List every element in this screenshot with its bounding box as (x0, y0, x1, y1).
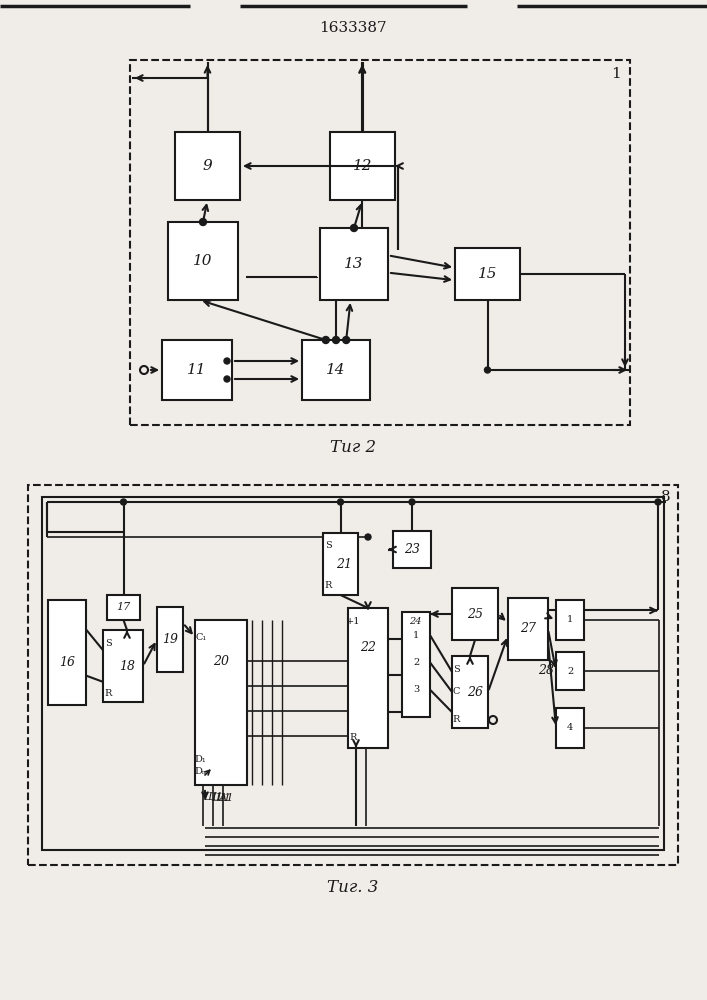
Text: 14: 14 (326, 363, 346, 377)
Circle shape (655, 499, 661, 505)
Bar (452, 656, 488, 728)
Text: 1633387: 1633387 (319, 21, 387, 35)
Text: S: S (452, 664, 460, 674)
Bar (107, 595, 140, 620)
Text: C: C (452, 688, 460, 696)
Bar (556, 600, 584, 640)
Circle shape (484, 367, 491, 373)
Text: R: R (325, 582, 332, 590)
Bar (455, 248, 520, 300)
Text: 10: 10 (193, 254, 213, 268)
Text: R: R (452, 714, 460, 724)
Bar (302, 340, 370, 400)
Text: 4: 4 (567, 724, 573, 732)
Bar (175, 132, 240, 200)
Text: 17: 17 (117, 602, 131, 612)
Text: 11: 11 (187, 363, 206, 377)
Text: 3: 3 (413, 685, 419, 694)
Bar (452, 588, 498, 640)
Text: 24: 24 (409, 616, 421, 626)
Bar (28, 485, 678, 865)
Text: Dₙ: Dₙ (194, 768, 206, 776)
Bar (162, 340, 232, 400)
Bar (320, 228, 388, 300)
Text: А1: А1 (218, 793, 234, 803)
Text: 28: 28 (538, 664, 554, 678)
Circle shape (337, 499, 344, 505)
Bar (330, 132, 395, 200)
Text: C₁: C₁ (195, 633, 206, 642)
Text: 13: 13 (344, 257, 363, 271)
Text: R: R (349, 734, 357, 742)
Text: R: R (105, 688, 112, 698)
Text: 23: 23 (404, 543, 420, 556)
Text: 15: 15 (478, 267, 497, 281)
Circle shape (224, 358, 230, 364)
Text: 1: 1 (567, 615, 573, 624)
Text: 12: 12 (353, 159, 373, 173)
Text: 8: 8 (661, 490, 671, 504)
Text: 25: 25 (467, 607, 483, 620)
Text: 27: 27 (520, 622, 536, 636)
Bar (103, 630, 143, 702)
Circle shape (332, 336, 339, 344)
Bar (42, 497, 664, 850)
Bar (508, 598, 548, 660)
Bar (393, 531, 431, 568)
Text: 22: 22 (360, 641, 376, 654)
Circle shape (409, 499, 415, 505)
Bar (556, 652, 584, 690)
Bar (195, 620, 247, 785)
Circle shape (351, 225, 358, 232)
Text: S: S (325, 542, 332, 550)
Circle shape (322, 336, 329, 344)
Bar (168, 222, 238, 300)
Bar (323, 533, 358, 595)
Circle shape (365, 534, 371, 540)
Text: Ш1: Ш1 (211, 793, 231, 803)
Text: Τиг 2: Τиг 2 (330, 438, 376, 456)
Bar (48, 600, 86, 705)
Text: 16: 16 (59, 656, 75, 670)
Text: Ш1: Ш1 (203, 792, 223, 802)
Bar (348, 608, 388, 748)
Text: 18: 18 (119, 660, 135, 672)
Text: 2: 2 (567, 666, 573, 676)
Text: Τиг. 3: Τиг. 3 (327, 879, 379, 896)
Text: D₁: D₁ (194, 754, 206, 764)
Circle shape (199, 219, 206, 226)
Bar (402, 612, 430, 717)
Text: 21: 21 (337, 558, 353, 570)
Text: 26: 26 (467, 686, 483, 698)
Text: 9: 9 (203, 159, 212, 173)
Text: 1: 1 (611, 67, 621, 81)
Circle shape (343, 336, 350, 344)
Bar (157, 607, 183, 672)
Circle shape (120, 499, 127, 505)
Bar (130, 60, 630, 425)
Text: 1: 1 (413, 631, 419, 640)
Text: +1: +1 (346, 617, 361, 626)
Circle shape (224, 376, 230, 382)
Text: 20: 20 (213, 655, 229, 668)
Bar (556, 708, 584, 748)
Text: S: S (105, 639, 112, 648)
Text: 2: 2 (413, 658, 419, 667)
Text: 19: 19 (162, 633, 178, 646)
